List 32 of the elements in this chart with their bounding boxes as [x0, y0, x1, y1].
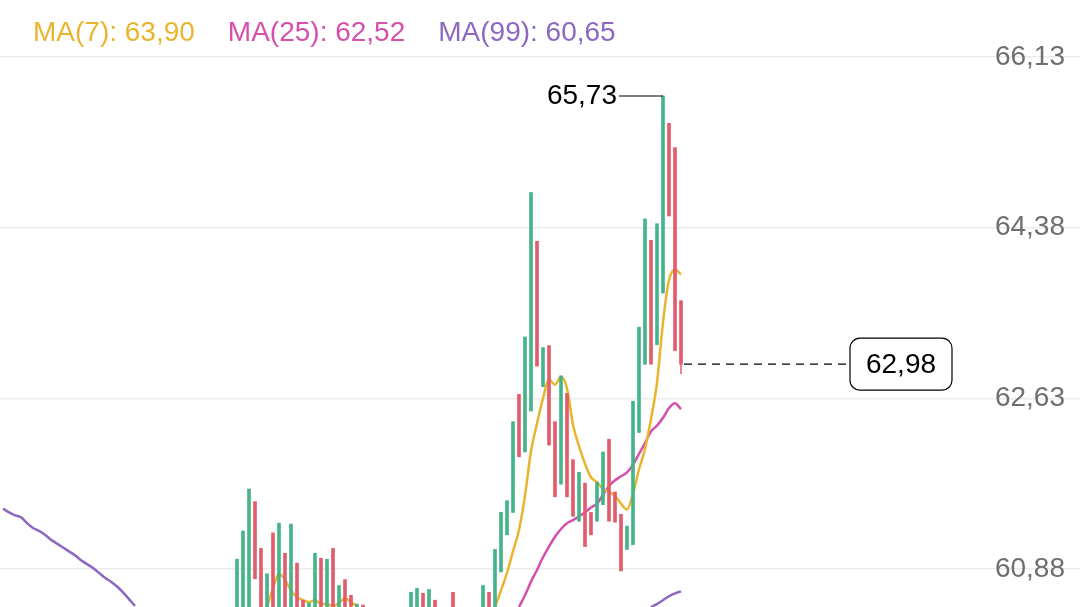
y-tick-label: 62,63 [994, 381, 1065, 413]
candlestick [301, 599, 305, 607]
candlestick [349, 594, 353, 607]
candlestick [361, 604, 365, 607]
text: MA(7): 63,90 [33, 15, 195, 47]
candlestick [295, 562, 299, 607]
candlestick [265, 573, 269, 607]
candlestick [325, 558, 329, 607]
candlestick [241, 530, 245, 607]
candlestick [433, 599, 437, 607]
text: MA(99): 60,65 [438, 15, 616, 47]
annotation: 65,73 [546, 78, 617, 110]
candlestick [289, 523, 293, 607]
candlestick [277, 522, 281, 607]
candlestick [307, 602, 311, 607]
candlestick [271, 532, 275, 607]
candlestick [319, 557, 323, 607]
candlestick [613, 491, 617, 523]
candlestick [247, 488, 251, 607]
y-tick-label: 64,38 [994, 210, 1065, 242]
candlestick [607, 438, 611, 522]
candlestick [661, 95, 665, 294]
candlestick [235, 558, 239, 607]
candlestick [523, 336, 527, 453]
candlestick [355, 603, 359, 607]
ref-line-label: 62,98 [865, 347, 937, 379]
candlestick [643, 218, 647, 365]
text: MA(25): 62,52 [227, 15, 406, 47]
candlestick [595, 481, 599, 522]
candlestick [559, 375, 563, 485]
y-tick-label: 66,13 [994, 39, 1065, 71]
y-tick-label: 60,88 [994, 551, 1065, 583]
